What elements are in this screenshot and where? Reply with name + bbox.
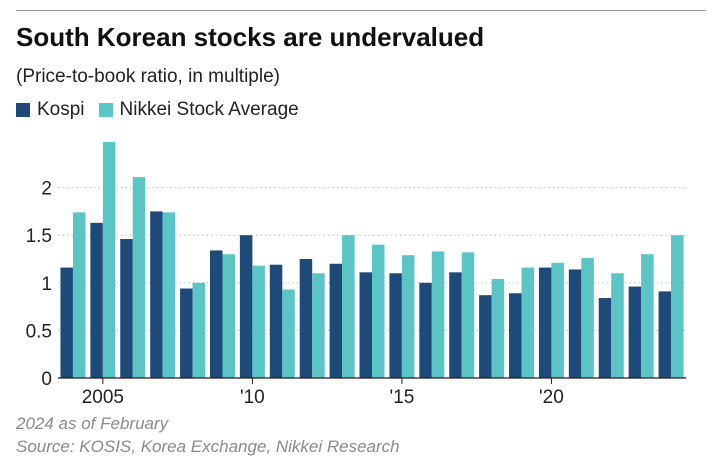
bar-kospi-2016 — [419, 282, 432, 378]
bar-nikkei-2009 — [222, 254, 235, 378]
bar-kospi-2024 — [658, 291, 672, 378]
bar-kospi-2015 — [389, 273, 402, 378]
y-tick-label: 2 — [41, 179, 52, 200]
bar-kospi-2006 — [120, 239, 133, 378]
bar-kospi-2011 — [269, 264, 283, 378]
bar-nikkei-2005 — [102, 141, 116, 378]
bar-nikkei-2012 — [312, 273, 325, 378]
bar-kospi-2007 — [150, 211, 163, 378]
bar-nikkei-2008 — [192, 282, 206, 378]
bar-nikkei-2011 — [282, 289, 295, 378]
top-rule — [16, 10, 706, 11]
legend-swatch-kospi — [16, 103, 30, 117]
bar-nikkei-2020 — [551, 262, 564, 378]
bar-kospi-2009 — [209, 250, 223, 378]
bar-nikkei-2023 — [641, 254, 654, 378]
bar-kospi-2005 — [90, 222, 103, 378]
bar-nikkei-2013 — [342, 235, 355, 378]
y-tick-label: 1 — [41, 274, 52, 295]
bar-nikkei-2015 — [401, 255, 415, 378]
bar-kospi-2012 — [299, 259, 313, 378]
bar-nikkei-2022 — [611, 273, 624, 378]
y-tick-label: 0.5 — [26, 321, 52, 342]
bar-kospi-2018 — [479, 295, 492, 378]
bar-nikkei-2016 — [431, 251, 445, 378]
bar-nikkei-2017 — [461, 252, 475, 378]
legend-swatch-nikkei — [98, 103, 113, 117]
y-tick-label: 0 — [41, 369, 52, 390]
legend-item-kospi: Kospi — [16, 99, 85, 121]
bar-nikkei-2021 — [581, 258, 594, 378]
bar-kospi-2020 — [538, 267, 552, 378]
bar-nikkei-2024 — [671, 235, 684, 378]
axes: 0 0.5 1 1.5 2 2005 '10 '15 '20 — [26, 179, 686, 408]
bar-kospi-2022 — [598, 298, 612, 378]
x-tick-label: '10 — [240, 387, 265, 408]
x-tick-label: 2005 — [82, 387, 124, 408]
bar-nikkei-2018 — [491, 278, 505, 378]
bar-kospi-2008 — [180, 288, 193, 378]
bar-kospi-2019 — [509, 293, 522, 378]
chart-subtitle: (Price-to-book ratio, in multiple) — [16, 66, 280, 87]
bar-nikkei-2006 — [132, 177, 146, 378]
legend-item-nikkei: Nikkei Stock Average — [98, 99, 299, 121]
bar-nikkei-2004 — [72, 212, 86, 378]
bar-kospi-2023 — [628, 286, 642, 378]
y-tick-label: 1.5 — [26, 226, 52, 247]
x-tick-label: '20 — [539, 387, 564, 408]
bar-kospi-2013 — [329, 263, 343, 378]
bar-kospi-2010 — [239, 235, 253, 378]
bar-kospi-2004 — [60, 267, 73, 378]
legend: Kospi Nikkei Stock Average — [16, 99, 313, 121]
footnote-source: Source: KOSIS, Korea Exchange, Nikkei Re… — [16, 437, 400, 456]
bar-kospi-2014 — [359, 272, 372, 378]
bar-nikkei-2007 — [162, 212, 176, 378]
x-tick-label: '15 — [390, 387, 415, 408]
bars — [60, 141, 684, 378]
bar-nikkei-2014 — [372, 244, 385, 378]
legend-label-nikkei: Nikkei Stock Average — [119, 99, 299, 120]
bar-kospi-2017 — [449, 272, 462, 378]
bar-nikkei-2019 — [521, 267, 535, 378]
chart-title: South Korean stocks are undervalued — [16, 22, 485, 52]
bar-nikkei-2010 — [252, 265, 265, 378]
legend-label-kospi: Kospi — [37, 99, 85, 120]
bar-kospi-2021 — [568, 269, 582, 378]
footnote-note: 2024 as of February — [16, 414, 169, 433]
